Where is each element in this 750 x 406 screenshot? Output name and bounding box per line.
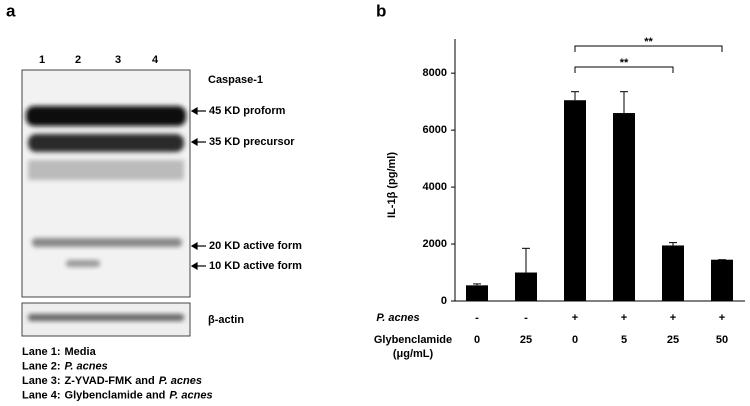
x-tick-label: 5 <box>621 334 627 346</box>
row-value: - <box>524 312 528 324</box>
band-label: 10 KD active form <box>209 260 302 272</box>
significance-label: ** <box>620 57 629 69</box>
y-tick-label: 0 <box>441 295 447 307</box>
legend-line: Lane 2: P. acnes <box>22 360 108 372</box>
bar <box>564 100 586 301</box>
row-value: + <box>719 312 725 324</box>
row-value: + <box>572 312 578 324</box>
lane-number: 4 <box>152 54 159 66</box>
blot-image <box>21 69 191 337</box>
error-bar <box>522 247 530 273</box>
target-label: Caspase-1 <box>208 74 263 86</box>
lane-number: 3 <box>115 54 121 66</box>
error-bar <box>473 283 481 286</box>
legend-text: Media <box>65 346 97 358</box>
lane-number: 2 <box>75 54 81 66</box>
x-tick-label: 25 <box>667 334 679 346</box>
bar <box>515 272 537 301</box>
row-label: Glybenclamide <box>374 334 452 346</box>
legend-text: P. acnes <box>159 375 202 387</box>
legend-text: Z-YVAD-FMK and <box>65 375 155 387</box>
bar <box>466 285 488 301</box>
y-tick-label: 6000 <box>423 124 447 136</box>
error-bar <box>571 91 579 101</box>
band-arrows <box>190 106 206 271</box>
loading-label: β-actin <box>208 314 244 326</box>
significance-bracket <box>574 66 674 73</box>
panel-label: b <box>376 1 386 20</box>
legend-line: Lane 3: Z-YVAD-FMK and P. acnes <box>22 375 202 387</box>
legend-text: Lane 1: <box>22 346 61 358</box>
legend-text: P. acnes <box>65 360 108 372</box>
legend-line: Lane 4: Glybenclamide and P. acnes <box>22 389 213 401</box>
y-tick-label: 4000 <box>423 181 447 193</box>
lane-number: 1 <box>39 54 45 66</box>
row-label: (μg/mL) <box>393 348 434 360</box>
row-label: P. acnes <box>376 312 419 324</box>
error-bar <box>620 91 628 114</box>
y-tick-label: 2000 <box>423 238 447 250</box>
legend-text: Glybenclamide and <box>65 389 166 401</box>
y-tick-label: 8000 <box>423 67 447 79</box>
bar <box>662 245 684 301</box>
legend-text: Lane 2: <box>22 360 61 372</box>
bar <box>711 259 733 301</box>
significance-label: ** <box>644 36 653 48</box>
legend-text: Lane 4: <box>22 389 61 401</box>
legend-text: P. acnes <box>169 389 212 401</box>
band-label: 20 KD active form <box>209 240 302 252</box>
row-value: + <box>621 312 627 324</box>
legend-line: Lane 1: Media <box>22 346 97 358</box>
legend-text: Lane 3: <box>22 375 61 387</box>
bar <box>613 113 635 301</box>
x-tick-label: 25 <box>520 334 532 346</box>
band-label: 35 KD precursor <box>209 136 295 148</box>
y-axis-title: IL-1β (pg/ml) <box>386 152 398 218</box>
x-tick-label: 50 <box>716 334 728 346</box>
x-tick-label: 0 <box>474 334 480 346</box>
panel-label: a <box>6 1 16 20</box>
row-value: - <box>475 312 479 324</box>
row-value: + <box>670 312 676 324</box>
x-tick-label: 0 <box>572 334 578 346</box>
error-bar <box>669 242 677 246</box>
band-label: 45 KD proform <box>209 105 286 117</box>
significance-bracket <box>574 45 723 52</box>
